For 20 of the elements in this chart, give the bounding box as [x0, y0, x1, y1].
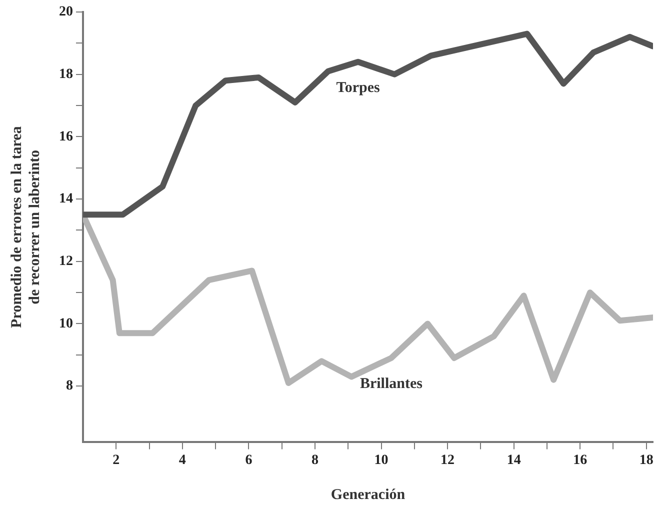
y-tick-label: 20: [59, 4, 73, 20]
y-axis-title: Promedio de errores en la tarea de recorrer un laberinto: [8, 126, 43, 328]
y-tick-label: 10: [59, 316, 73, 332]
y-tick-label: 12: [59, 254, 73, 269]
y-tick-label: 8: [66, 378, 73, 394]
x-tick-label: 16: [573, 453, 588, 468]
x-axis-title: Generación: [330, 486, 406, 503]
x-tick-label: 4: [178, 453, 186, 468]
x-tick-label: 6: [245, 453, 252, 468]
y-tick-label: 14: [59, 192, 73, 207]
series-label: Brillantes: [360, 376, 423, 392]
series-label: Torpes: [336, 80, 380, 96]
x-tick-label: 18: [639, 453, 654, 468]
x-tick-label: 2: [112, 453, 120, 468]
x-tick-label: 14: [506, 453, 521, 468]
y-tick-label: 18: [59, 66, 73, 82]
x-tick-label: 8: [311, 453, 318, 468]
y-tick-label: 16: [59, 129, 73, 144]
x-tick-label: 10: [374, 453, 388, 468]
x-tick-label: 12: [440, 453, 455, 468]
